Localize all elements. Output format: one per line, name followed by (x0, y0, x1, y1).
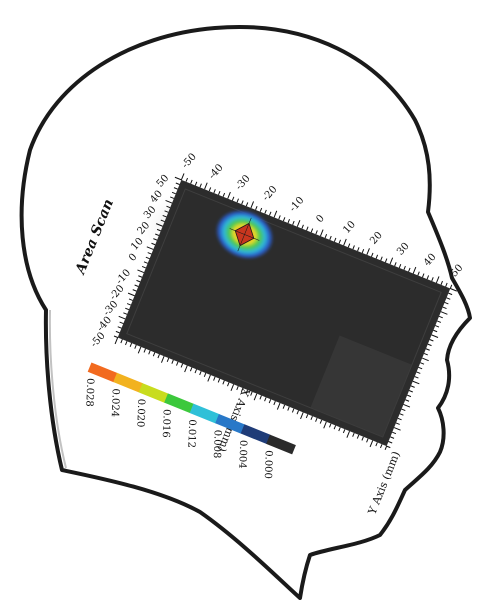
colorbar-label: 0.016 (160, 409, 172, 438)
colorbar-segment (87, 362, 118, 383)
colorbar-label: 0.004 (236, 440, 248, 469)
colorbar-label: 0.020 (134, 399, 146, 428)
colorbar-segment (266, 434, 296, 455)
hotspot-crosshair-v (237, 217, 252, 252)
colorbar-segment (189, 403, 220, 424)
y-axis-ruler-right (386, 288, 457, 449)
colorbar-segment (215, 413, 245, 434)
colorbar-segment (164, 393, 194, 414)
colorbar: 0.028 0.024 0.020 0.016 0.012 0.008 0.004 0.000 (83, 362, 296, 479)
colorbar-label: 0.008 (211, 429, 223, 458)
colorbar-label: 0.000 (262, 450, 274, 479)
colorbar-label: 0.024 (109, 388, 121, 417)
head-outline-shadow (48, 309, 67, 469)
colorbar-label: 0.012 (185, 419, 197, 448)
colorbar-label: 0.028 (83, 378, 95, 407)
colorbar-segment (113, 372, 143, 393)
colorbar-segment (240, 424, 271, 445)
scan-inner-border (126, 188, 442, 438)
colorbar-segment (138, 383, 169, 403)
y-axis-ruler (113, 176, 182, 338)
x-axis-ruler (180, 173, 453, 289)
x-axis-ruler-bottom (114, 337, 388, 451)
scan-texture (310, 335, 412, 438)
